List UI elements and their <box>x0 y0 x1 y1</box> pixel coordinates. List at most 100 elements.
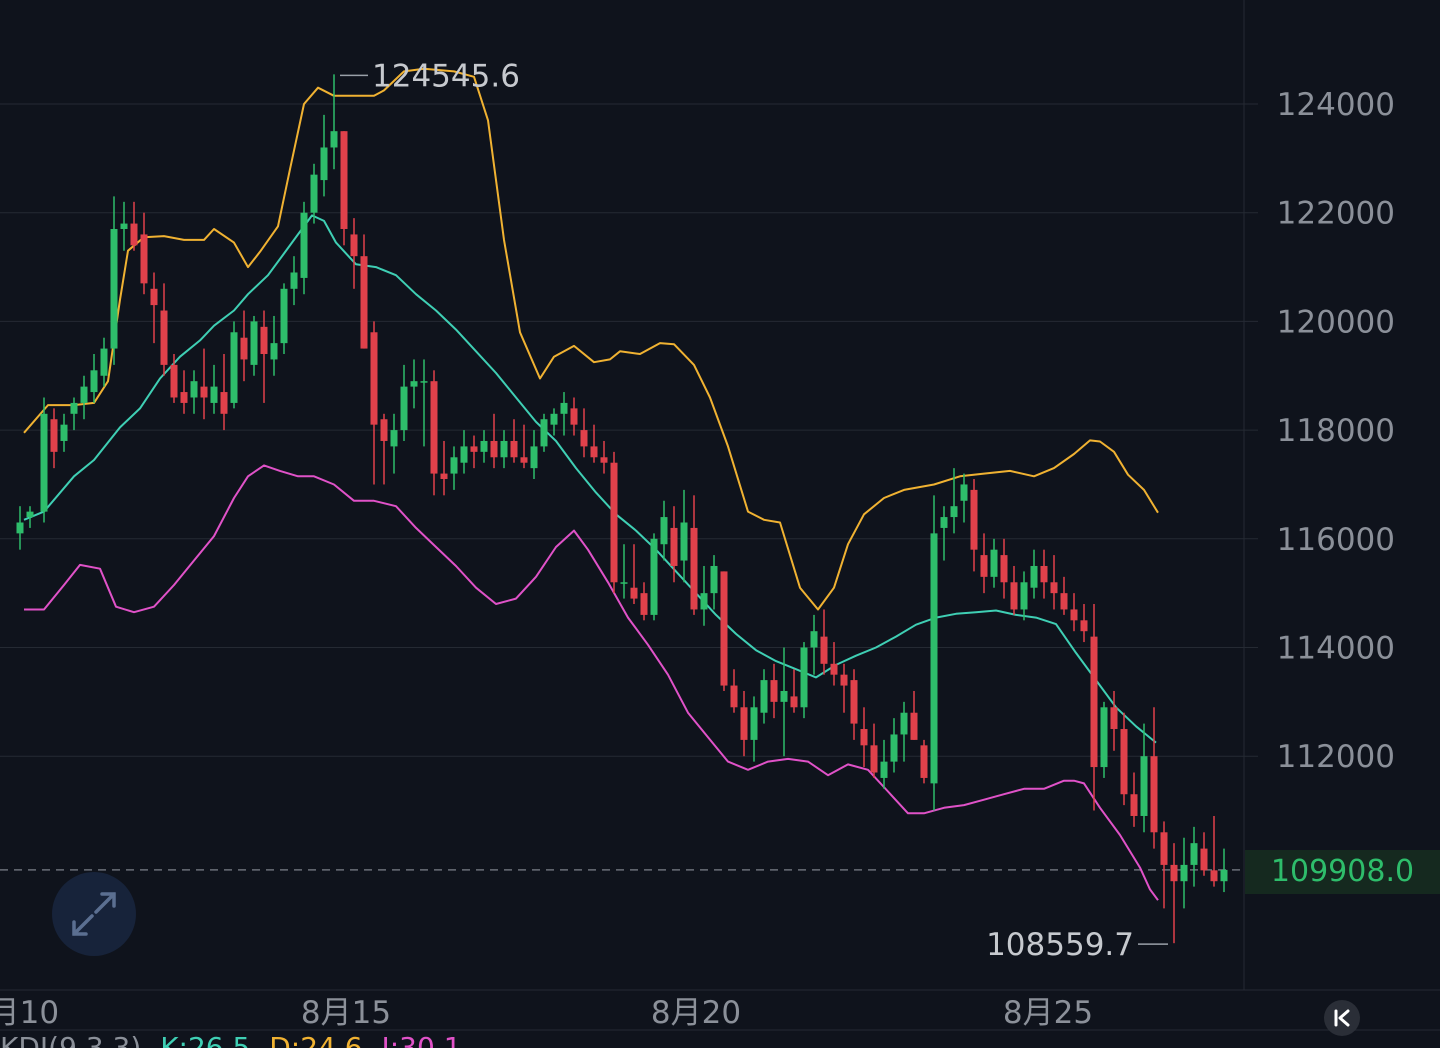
candle-body <box>1090 636 1098 768</box>
candle <box>640 582 648 621</box>
candle <box>470 435 478 469</box>
candle-body <box>500 440 508 458</box>
candle <box>50 408 58 469</box>
candle <box>270 315 278 376</box>
candle-body <box>340 131 348 230</box>
candle-body <box>16 522 24 534</box>
candle-body <box>1170 864 1178 882</box>
candle <box>710 555 718 610</box>
kdj-k-value: K:26.5 <box>160 1031 251 1048</box>
candle-body <box>1020 582 1028 610</box>
candle <box>760 669 768 724</box>
candle-body <box>430 381 438 474</box>
high-price-label: 124545.6 <box>372 58 520 94</box>
candle-body <box>350 234 358 257</box>
candle-body <box>40 413 48 512</box>
candle-body <box>1150 756 1158 833</box>
candle-body <box>780 690 788 702</box>
candle-body <box>1040 565 1048 583</box>
candle <box>210 364 218 414</box>
candle-body <box>800 647 808 708</box>
candle <box>950 468 958 534</box>
collapse-button[interactable] <box>1324 1000 1360 1036</box>
candle <box>1200 832 1208 876</box>
candle-body <box>230 332 238 403</box>
candle-body <box>310 174 318 213</box>
expand-button[interactable] <box>52 872 136 956</box>
candle-body <box>420 381 428 383</box>
candle <box>220 354 228 431</box>
candle-body <box>930 533 938 784</box>
candle-body <box>570 408 578 425</box>
candle-body <box>220 392 228 414</box>
candle <box>110 196 118 365</box>
candle-body <box>530 446 538 469</box>
candle <box>400 364 408 441</box>
candle-body <box>460 446 468 463</box>
candle <box>940 506 948 561</box>
candle <box>1020 571 1028 621</box>
candle-body <box>490 440 498 458</box>
candle <box>670 506 678 583</box>
candle <box>920 739 928 784</box>
candle <box>100 337 108 387</box>
current-price-label: 109908.0 <box>1245 850 1440 894</box>
candle <box>390 413 398 474</box>
candle <box>510 419 518 463</box>
candle <box>1180 837 1188 909</box>
candle <box>260 310 268 403</box>
candle-body <box>920 745 928 778</box>
candle-body <box>370 332 378 425</box>
candle-body <box>520 457 528 463</box>
candle <box>1170 843 1178 944</box>
candle-body <box>1130 794 1138 816</box>
candle <box>1080 604 1088 643</box>
candle <box>590 424 598 463</box>
candle <box>820 609 828 675</box>
candle-body <box>150 288 158 306</box>
candle-body <box>910 712 918 740</box>
candle <box>910 690 918 740</box>
candle <box>600 440 608 474</box>
candle-body <box>1180 864 1188 882</box>
y-tick-label: 120000 <box>1277 304 1395 340</box>
candle-body <box>360 256 368 349</box>
kdj-d-value: D:24.6 <box>269 1031 363 1048</box>
candle-body <box>990 549 998 577</box>
candle-body <box>110 229 118 349</box>
candle <box>720 571 728 691</box>
y-tick-label: 112000 <box>1277 739 1395 775</box>
candle-body <box>1140 756 1148 816</box>
candle-body <box>760 680 768 713</box>
candle-body <box>850 680 858 724</box>
candle <box>410 359 418 409</box>
candle-body <box>790 696 798 708</box>
bollinger-upper-line <box>23 67 1159 611</box>
candle-body <box>840 674 848 686</box>
candle <box>330 74 338 170</box>
candle <box>1040 549 1048 599</box>
candle <box>1120 712 1128 806</box>
candle <box>610 451 618 594</box>
candle <box>650 533 658 621</box>
candle-body <box>670 527 678 566</box>
candle-body <box>480 440 488 452</box>
candle-body <box>1010 582 1018 610</box>
candle-body <box>1000 555 1008 583</box>
candle-body <box>250 321 258 365</box>
candle <box>960 473 968 523</box>
candle-body <box>70 402 78 414</box>
candle <box>1050 555 1058 610</box>
candle <box>870 723 878 778</box>
candle <box>970 479 978 572</box>
candle <box>420 359 428 447</box>
candle <box>620 544 628 599</box>
candle <box>750 696 758 762</box>
candle <box>130 201 138 251</box>
candle <box>630 544 638 605</box>
y-tick-label: 116000 <box>1277 522 1395 558</box>
candle-body <box>510 440 518 458</box>
candle <box>190 370 198 414</box>
extremes: 124545.6 108559.7 <box>340 58 1168 963</box>
